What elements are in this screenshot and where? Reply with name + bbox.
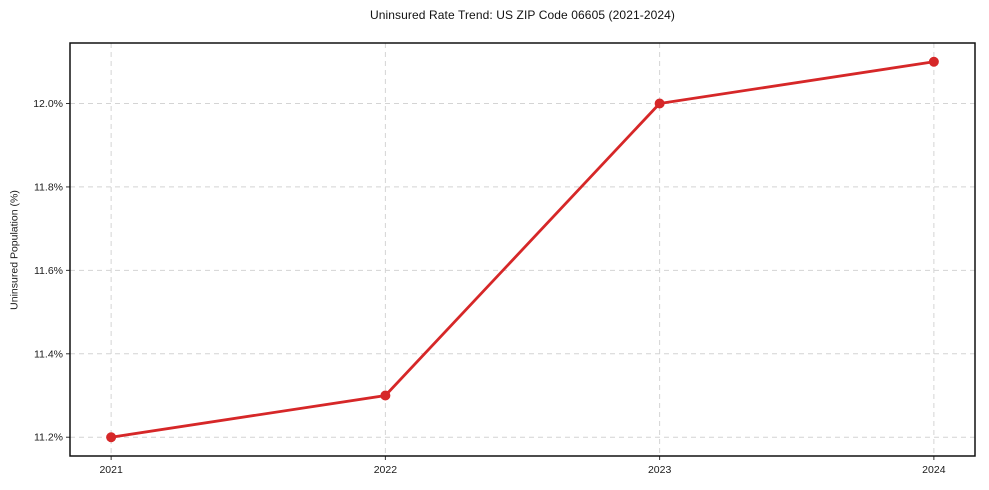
y-tick-label: 11.2%: [34, 432, 63, 444]
data-point-marker: [106, 432, 117, 443]
data-point-marker: [928, 56, 939, 67]
x-tick-label: 2022: [374, 464, 398, 476]
plot-border: [69, 42, 976, 457]
data-point-marker: [380, 390, 391, 401]
y-tick-label: 11.6%: [34, 265, 63, 277]
y-tick-label: 11.8%: [34, 181, 63, 193]
x-tick-label: 2023: [648, 464, 672, 476]
data-point-marker: [654, 98, 665, 109]
chart-title: Uninsured Rate Trend: US ZIP Code 06605 …: [369, 8, 676, 22]
x-tick-label: 2021: [99, 464, 123, 476]
y-tick-label: 12.0%: [33, 98, 63, 110]
trend-line: [109, 60, 936, 439]
y-tick-label: 11.4%: [34, 348, 63, 360]
x-tick-label: 2024: [922, 464, 946, 476]
